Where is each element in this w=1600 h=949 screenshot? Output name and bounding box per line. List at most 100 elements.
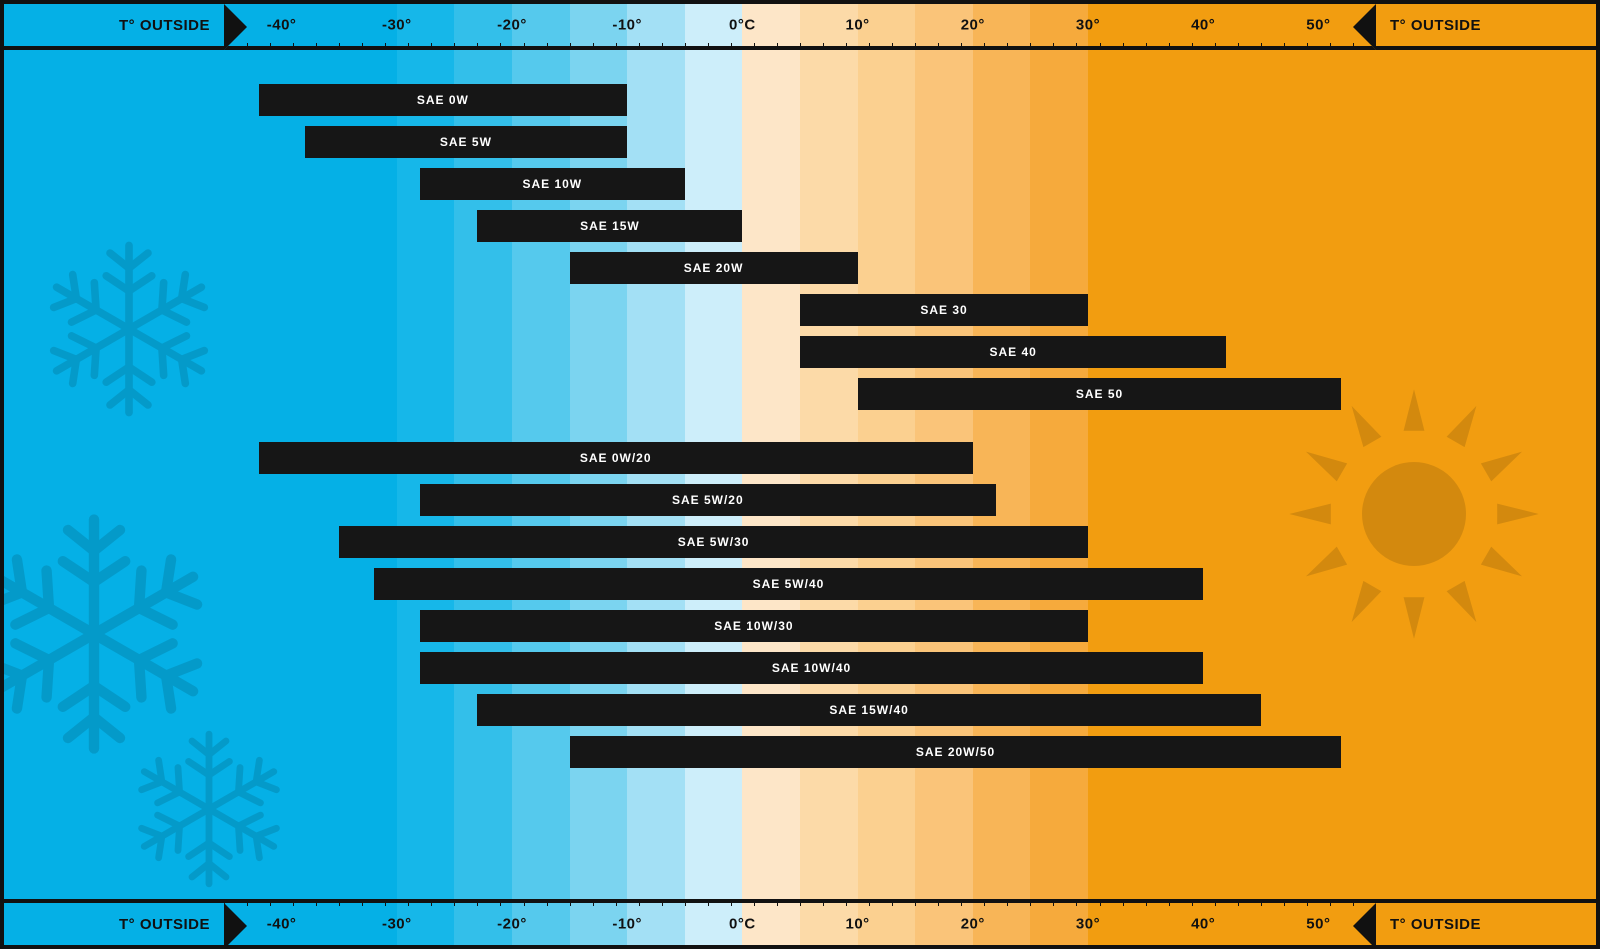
minor-tick xyxy=(408,43,409,50)
minor-tick xyxy=(846,899,847,906)
minor-tick xyxy=(339,43,340,50)
oil-bar: SAE 0W/20 xyxy=(259,442,973,474)
minor-tick xyxy=(316,899,317,906)
oil-bar: SAE 5W/20 xyxy=(420,484,996,516)
oil-bar: SAE 40 xyxy=(800,336,1226,368)
minor-tick xyxy=(593,43,594,50)
minor-tick xyxy=(915,899,916,906)
minor-tick xyxy=(708,899,709,906)
minor-tick xyxy=(477,43,478,50)
oil-bar: SAE 10W/40 xyxy=(420,652,1203,684)
minor-tick xyxy=(570,43,571,50)
minor-tick xyxy=(454,43,455,50)
minor-tick xyxy=(1215,899,1216,906)
minor-tick xyxy=(500,899,501,906)
minor-tick xyxy=(593,899,594,906)
bars-area: SAE 0WSAE 5WSAE 10WSAE 15WSAE 20WSAE 30S… xyxy=(224,54,1376,895)
axis-top: T° OUTSIDE -40°-30°-20°-10°0°C10°20°30°4… xyxy=(4,4,1596,50)
minor-tick xyxy=(685,43,686,50)
axis-label-text: T° OUTSIDE xyxy=(1390,916,1481,933)
minor-tick xyxy=(1192,899,1193,906)
axis-label-right-bottom: T° OUTSIDE xyxy=(1376,903,1596,945)
minor-tick xyxy=(1100,899,1101,906)
minor-tick xyxy=(961,43,962,50)
tick-label: -40° xyxy=(267,17,297,34)
oil-bar: SAE 5W xyxy=(305,126,628,158)
minor-tick xyxy=(247,43,248,50)
axis-bottom: T° OUTSIDE -40°-30°-20°-10°0°C10°20°30°4… xyxy=(4,899,1596,945)
tick-label: 0°C xyxy=(729,17,756,34)
minor-tick xyxy=(316,43,317,50)
minor-tick xyxy=(984,899,985,906)
minor-tick xyxy=(892,43,893,50)
minor-tick xyxy=(1330,899,1331,906)
minor-tick xyxy=(823,43,824,50)
minor-tick xyxy=(616,899,617,906)
minor-tick xyxy=(454,899,455,906)
tick-label: -20° xyxy=(497,916,527,933)
axis-label-text: T° OUTSIDE xyxy=(119,916,210,933)
minor-tick xyxy=(362,899,363,906)
minor-tick xyxy=(547,43,548,50)
sae-viscosity-chart: T° OUTSIDE -40°-30°-20°-10°0°C10°20°30°4… xyxy=(0,0,1600,949)
tick-label: 10° xyxy=(846,916,870,933)
minor-tick xyxy=(708,43,709,50)
minor-tick xyxy=(869,43,870,50)
minor-tick xyxy=(362,43,363,50)
minor-tick xyxy=(961,899,962,906)
minor-tick xyxy=(1146,43,1147,50)
minor-tick xyxy=(915,43,916,50)
minor-tick xyxy=(1307,899,1308,906)
minor-tick xyxy=(754,899,755,906)
minor-tick xyxy=(1146,899,1147,906)
axis-scale-bottom: -40°-30°-20°-10°0°C10°20°30°40°50° xyxy=(224,903,1376,945)
tick-label: 40° xyxy=(1191,17,1215,34)
minor-tick xyxy=(524,899,525,906)
minor-tick xyxy=(339,899,340,906)
arrow-icon xyxy=(1353,4,1376,50)
minor-tick xyxy=(408,899,409,906)
axis-scale-top: -40°-30°-20°-10°0°C10°20°30°40°50° xyxy=(224,4,1376,46)
tick-label: -30° xyxy=(382,916,412,933)
oil-bar: SAE 20W xyxy=(570,252,858,284)
minor-tick xyxy=(777,43,778,50)
minor-tick xyxy=(846,43,847,50)
minor-tick xyxy=(1053,899,1054,906)
axis-label-left-top: T° OUTSIDE xyxy=(4,4,224,46)
minor-tick xyxy=(547,899,548,906)
minor-tick xyxy=(662,43,663,50)
axis-label-right-top: T° OUTSIDE xyxy=(1376,4,1596,46)
minor-tick xyxy=(1053,43,1054,50)
minor-tick xyxy=(1261,899,1262,906)
minor-tick xyxy=(1169,899,1170,906)
minor-tick xyxy=(477,899,478,906)
minor-tick xyxy=(984,43,985,50)
arrow-icon xyxy=(1353,903,1376,949)
minor-tick xyxy=(1030,43,1031,50)
axis-label-text: T° OUTSIDE xyxy=(1390,17,1481,34)
minor-tick xyxy=(823,899,824,906)
minor-tick xyxy=(731,43,732,50)
minor-tick xyxy=(800,43,801,50)
arrow-icon xyxy=(224,903,247,949)
tick-label: 10° xyxy=(846,17,870,34)
minor-tick xyxy=(1307,43,1308,50)
minor-tick xyxy=(1007,43,1008,50)
axis-label-text: T° OUTSIDE xyxy=(119,17,210,34)
minor-tick xyxy=(270,43,271,50)
oil-bar: SAE 0W xyxy=(259,84,628,116)
oil-bar: SAE 15W xyxy=(477,210,742,242)
minor-tick xyxy=(1007,899,1008,906)
minor-tick xyxy=(385,43,386,50)
minor-tick xyxy=(685,899,686,906)
minor-tick xyxy=(293,899,294,906)
tick-label: -10° xyxy=(612,916,642,933)
minor-tick xyxy=(938,43,939,50)
tick-label: 20° xyxy=(961,916,985,933)
tick-label: 40° xyxy=(1191,916,1215,933)
minor-tick xyxy=(1100,43,1101,50)
minor-tick xyxy=(754,43,755,50)
minor-tick xyxy=(731,899,732,906)
minor-tick xyxy=(1215,43,1216,50)
tick-label: -40° xyxy=(267,916,297,933)
